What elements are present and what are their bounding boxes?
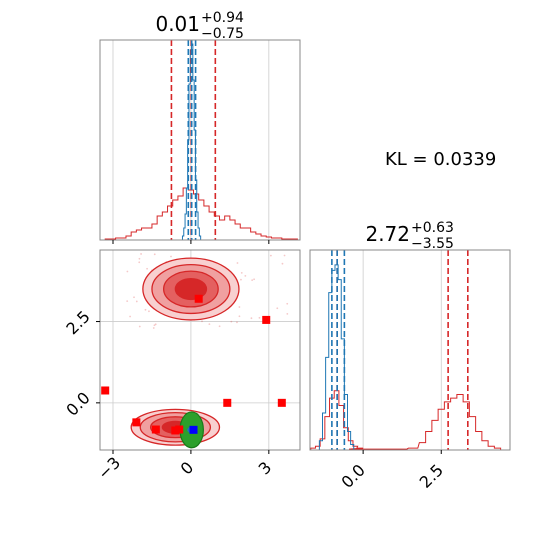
- axes-frame: [99, 39, 301, 241]
- title-param-0-median: 0.01: [155, 12, 200, 36]
- red-density-contour: [174, 277, 208, 301]
- x-tick-label: −3: [94, 453, 124, 483]
- x-tick-label: 0.0: [338, 460, 369, 491]
- sample-dot: [208, 323, 211, 326]
- marginal-panel-param-0: [99, 39, 301, 244]
- sample-dot: [281, 262, 284, 265]
- sample-dot: [135, 300, 138, 303]
- sample-dot: [240, 278, 242, 281]
- sample-dot: [218, 325, 221, 328]
- title-param-1-plus: +0.63: [411, 220, 454, 236]
- sample-dot: [258, 316, 261, 319]
- sample-dot: [146, 267, 148, 270]
- sample-dot: [269, 254, 272, 257]
- sample-dot: [238, 306, 241, 308]
- red-square-marker: [101, 386, 110, 395]
- x-tick-label: 0: [177, 458, 198, 479]
- red-square-marker: [262, 315, 271, 324]
- sample-dot: [152, 327, 155, 329]
- sample-dot: [236, 262, 239, 264]
- sample-dot: [276, 307, 279, 310]
- sample-dot: [244, 274, 247, 277]
- blue-histogram: [181, 43, 202, 240]
- sample-dot: [201, 320, 203, 323]
- y-tick-label: 2.5: [62, 307, 93, 338]
- sample-dot: [240, 272, 243, 274]
- sample-dot: [286, 313, 289, 315]
- sample-dot: [230, 320, 233, 323]
- sample-dot: [283, 254, 286, 257]
- sample-dot: [144, 308, 147, 311]
- sample-dot: [153, 253, 156, 256]
- title-param-1-median: 2.72: [365, 222, 410, 246]
- sample-dot: [236, 321, 238, 324]
- axes-frame: [99, 249, 301, 451]
- sample-dot: [170, 255, 172, 258]
- red-square-marker: [132, 418, 141, 427]
- title-param-0-minus: −0.75: [201, 26, 244, 42]
- sample-dot: [126, 300, 129, 303]
- joint-panel: −3 0 3 0.0 2.5: [62, 249, 301, 483]
- sample-dot: [250, 317, 253, 320]
- joint-plot-area: [100, 250, 300, 450]
- sample-dot: [138, 257, 141, 260]
- axes-frame: [309, 249, 511, 451]
- kl-annotation: KL = 0.0339: [385, 149, 496, 170]
- sample-dot: [238, 315, 241, 318]
- title-param-0-plus: +0.94: [201, 10, 244, 26]
- sample-dot: [251, 279, 254, 282]
- x-tick-label: 3: [255, 458, 276, 479]
- sample-dot: [138, 325, 141, 328]
- red-square-marker: [171, 426, 180, 435]
- sample-dot: [286, 302, 289, 305]
- sample-dot: [154, 323, 157, 326]
- red-square-marker: [223, 398, 232, 407]
- sample-dot: [253, 278, 255, 281]
- sample-dot: [129, 315, 131, 318]
- red-histogram: [310, 390, 502, 450]
- marginal-panel-param-1: 0.0 2.5: [309, 249, 511, 492]
- sample-dot: [153, 324, 156, 327]
- red-histogram: [104, 187, 298, 240]
- sample-dot: [126, 270, 129, 273]
- blue-square-marker: [189, 425, 198, 434]
- x-tick-label: 2.5: [416, 460, 447, 491]
- sample-dot: [140, 253, 142, 255]
- y-tick-label: 0.0: [62, 388, 93, 419]
- sample-dot: [133, 296, 135, 299]
- red-square-marker: [194, 294, 203, 303]
- red-square-marker: [277, 398, 286, 407]
- sample-dot: [148, 310, 150, 313]
- sample-dot: [138, 261, 141, 264]
- title-param-1-minus: −3.55: [411, 236, 454, 252]
- red-square-marker: [151, 425, 160, 434]
